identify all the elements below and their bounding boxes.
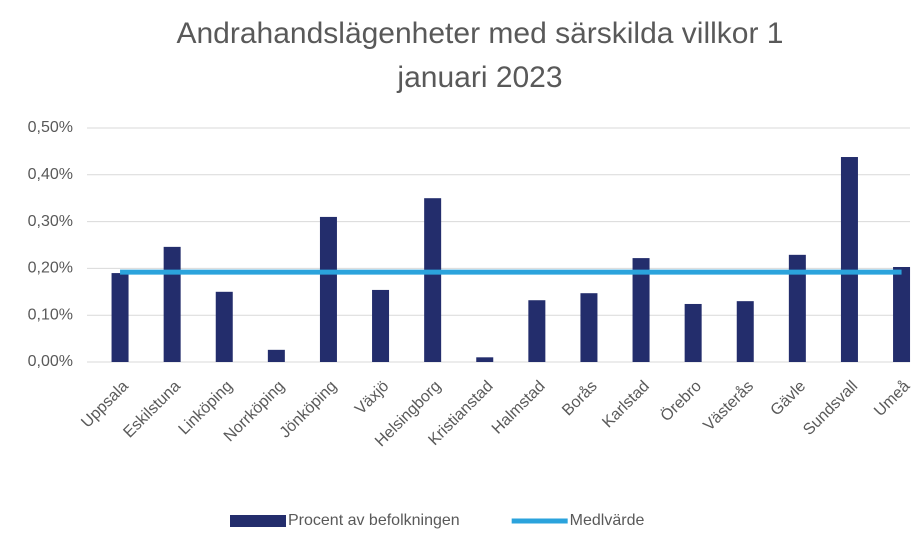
bar <box>372 289 390 362</box>
bar <box>215 291 233 362</box>
x-tick-label: Västerås <box>700 377 757 434</box>
y-tick-label: 0,30% <box>28 213 73 230</box>
bar <box>424 198 442 362</box>
bar <box>319 216 337 362</box>
bar <box>528 300 546 362</box>
bar <box>684 303 702 362</box>
legend-label: Procent av befolkningen <box>288 512 460 529</box>
x-tick-label: Sundsvall <box>800 378 861 439</box>
bar <box>632 258 650 362</box>
x-tick-label: Borås <box>558 377 600 419</box>
bar <box>111 273 129 362</box>
x-tick-label: Växjö <box>352 378 392 418</box>
y-tick-label: 0,20% <box>28 260 73 277</box>
chart-title: Andrahandslägenheter med särskilda villk… <box>176 17 784 94</box>
y-tick-label: 0,10% <box>28 306 73 323</box>
legend-swatch <box>230 515 286 527</box>
x-tick-label: Jönköping <box>277 378 341 442</box>
legend-label: Medlvärde <box>570 512 645 529</box>
x-tick-label: Halmstad <box>489 378 549 438</box>
y-tick-label: 0,50% <box>28 119 73 136</box>
x-tick-label: Umeå <box>870 377 913 420</box>
bar <box>163 246 181 362</box>
bar <box>580 293 598 362</box>
y-tick-label: 0,00% <box>28 353 73 370</box>
x-tick-label: Karlstad <box>599 378 653 432</box>
x-tick-label: Örebro <box>657 377 705 425</box>
x-tick-label: Uppsala <box>78 378 132 432</box>
bar <box>788 254 806 362</box>
x-tick-label: Eskilstuna <box>120 378 184 442</box>
bar <box>476 357 494 362</box>
bar <box>736 301 754 362</box>
x-tick-label: Gävle <box>768 378 810 420</box>
y-tick-label: 0,40% <box>28 166 73 183</box>
bar <box>840 157 858 362</box>
bar <box>893 266 911 362</box>
bar <box>267 349 285 362</box>
